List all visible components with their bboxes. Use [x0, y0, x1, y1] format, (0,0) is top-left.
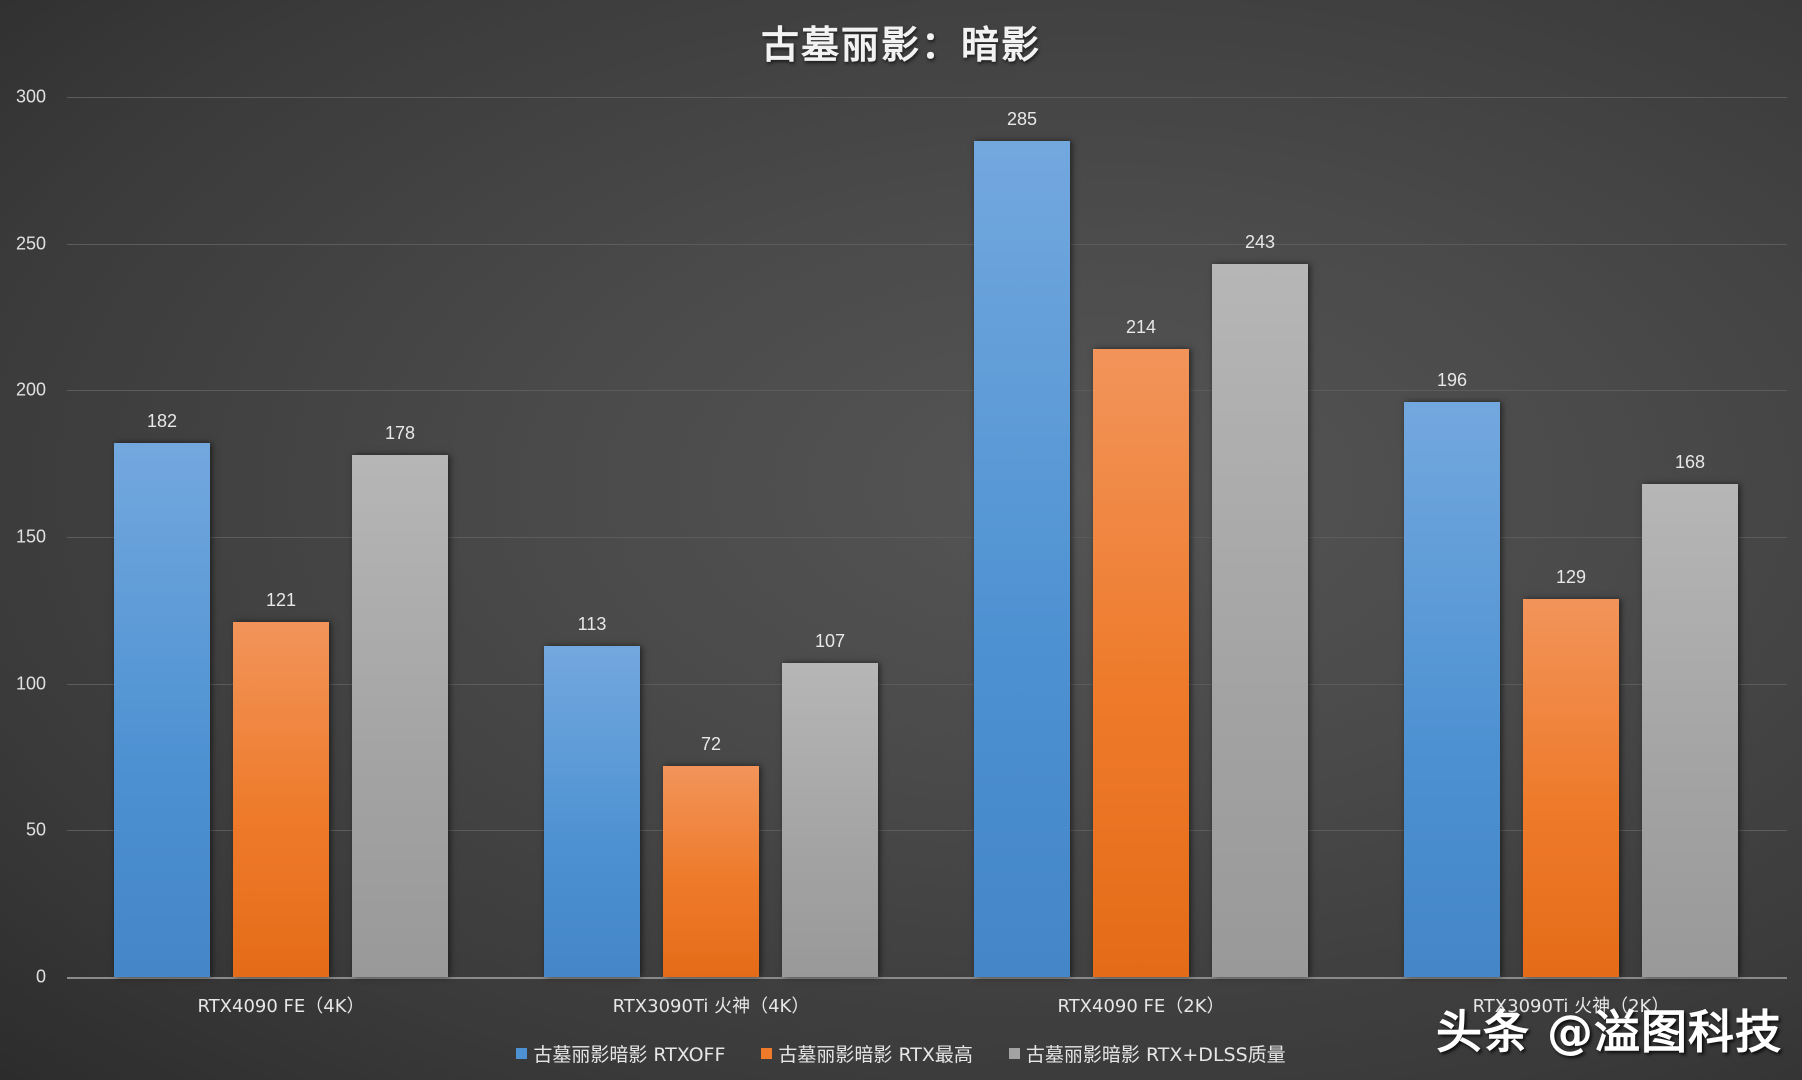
- legend-swatch-icon: [761, 1048, 773, 1059]
- x-tick-label: RTX4090 FE（2K）: [1057, 996, 1225, 1017]
- legend-item: 古墓丽影暗影 RTXOFF: [516, 1040, 725, 1067]
- legend-label: 古墓丽影暗影 RTXOFF: [533, 1044, 726, 1066]
- chart-title: 古墓丽影：暗影: [760, 23, 1041, 67]
- bar: [544, 645, 640, 977]
- y-tick-label: 150: [15, 526, 46, 547]
- bar: [663, 765, 759, 977]
- bar: [1093, 349, 1189, 977]
- bar: [1212, 264, 1308, 977]
- y-tick-label: 50: [25, 819, 46, 840]
- gridline: [67, 977, 1787, 979]
- y-tick-label: 0: [35, 966, 46, 987]
- gridline: [67, 243, 1787, 245]
- y-tick-label: 100: [15, 673, 46, 694]
- data-label: 196: [1436, 370, 1468, 391]
- legend-item: 古墓丽影暗影 RTX+DLSS质量: [1008, 1040, 1286, 1067]
- bar: [974, 141, 1070, 977]
- bar: [233, 622, 329, 977]
- gridline: [67, 683, 1787, 685]
- y-tick-label: 250: [15, 233, 46, 254]
- data-label: 121: [265, 590, 297, 611]
- data-label: 178: [384, 422, 416, 443]
- bar: [114, 443, 210, 977]
- legend-label: 古墓丽影暗影 RTX最高: [778, 1044, 973, 1066]
- data-label: 129: [1555, 566, 1587, 587]
- data-label: 285: [1006, 109, 1038, 129]
- data-label: 182: [146, 411, 178, 432]
- data-label: 214: [1125, 317, 1157, 338]
- legend-swatch-icon: [1008, 1048, 1020, 1059]
- legend-item: 古墓丽影暗影 RTX最高: [761, 1040, 973, 1067]
- data-label: 168: [1674, 452, 1706, 473]
- bar: [352, 454, 448, 977]
- bar: [782, 663, 878, 977]
- legend-label: 古墓丽影暗影 RTX+DLSS质量: [1025, 1044, 1286, 1066]
- legend-swatch-icon: [516, 1048, 528, 1059]
- bar: [1404, 402, 1500, 977]
- y-tick-label: 200: [15, 379, 46, 400]
- bar: [1642, 484, 1738, 977]
- bar: [1523, 598, 1619, 977]
- data-label: 113: [577, 613, 607, 634]
- watermark: 头条 @溢图科技: [1436, 1005, 1783, 1059]
- data-label: 72: [700, 733, 722, 754]
- gridline: [67, 830, 1787, 832]
- x-tick-label: RTX3090Ti 火神（2K）: [1472, 996, 1670, 1017]
- gridline: [67, 390, 1787, 392]
- x-tick-label: RTX4090 FE（4K）: [197, 996, 365, 1017]
- y-tick-label: 300: [15, 86, 46, 107]
- data-label: 107: [814, 631, 846, 652]
- legend: 古墓丽影暗影 RTXOFF 古墓丽影暗影 RTX最高 古墓丽影暗影 RTX+DLSS…: [0, 1040, 1802, 1067]
- x-tick-label: RTX3090Ti 火神（4K）: [612, 996, 810, 1017]
- gridline: [67, 537, 1787, 538]
- plot-area: 182 121 178 113 72 107 285 214 243 196 129 168: [67, 97, 1787, 979]
- gridline: [67, 97, 1787, 98]
- data-label: 243: [1244, 232, 1276, 253]
